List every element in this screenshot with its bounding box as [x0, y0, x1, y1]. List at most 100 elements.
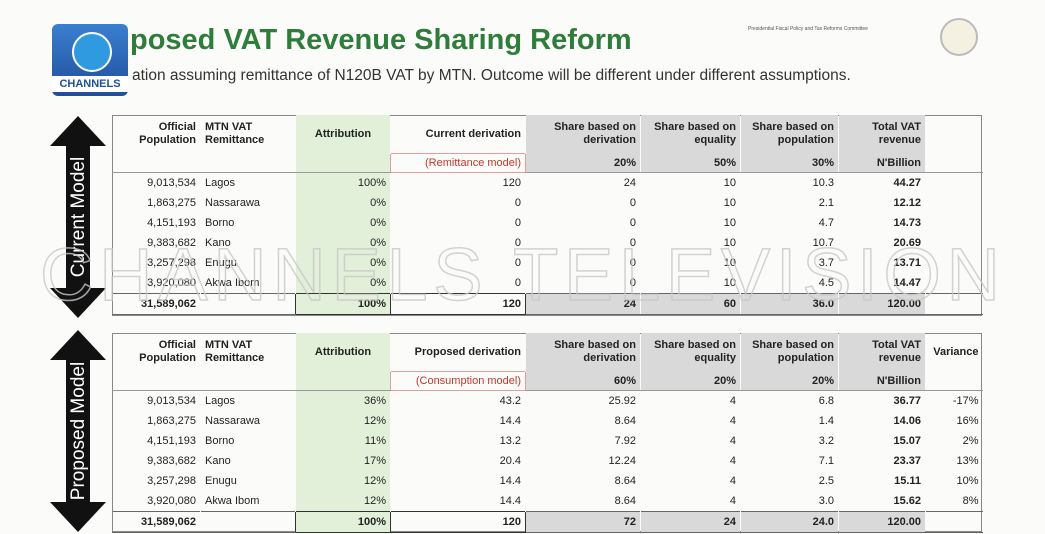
- head-cell: Official Population: [139, 121, 196, 147]
- total-cell: 100%: [295, 511, 391, 533]
- data-cell: 14.06: [893, 415, 921, 427]
- data-row: 3,257,298 Enugu 0% 0 0 10 3.7 13.71: [113, 253, 983, 273]
- data-row: 4,151,193 Borno 11% 13.2 7.92 4 3.2 15.07 2%: [113, 431, 983, 451]
- sub-cell: N'Billion: [838, 153, 926, 173]
- data-cell: Akwa Ibom: [205, 277, 260, 289]
- data-cell: 20.69: [893, 237, 921, 249]
- data-cell: 1.4: [818, 415, 834, 427]
- head-cell: MTN VAT Remittance: [205, 121, 265, 147]
- data-cell: 10: [723, 197, 736, 209]
- data-cell: 0%: [295, 193, 391, 213]
- head-cell: Total VAT revenue: [838, 333, 926, 372]
- committee-name: Presidential Fiscal Policy and Tax Refor…: [748, 26, 868, 32]
- data-cell: 3,257,298: [147, 257, 196, 269]
- data-cell: 11%: [295, 431, 391, 451]
- sub-cell: [925, 371, 983, 391]
- data-cell: Borno: [205, 217, 235, 229]
- data-cell: Nassarawa: [205, 197, 261, 209]
- total-row: 31,589,062 100% 120 24 60 36.0 120.00: [112, 293, 983, 315]
- sub-row: (Consumption model) 60% 20% 20% N'Billion: [112, 371, 983, 391]
- sub-cell: [112, 371, 201, 391]
- data-cell: 10.3: [812, 177, 834, 189]
- data-cell: 14.47: [893, 277, 921, 289]
- data-cell: 17%: [295, 451, 391, 471]
- data-cell: 3,257,298: [147, 475, 196, 487]
- sub-cell: (Remittance model): [390, 153, 526, 173]
- sub-cell: N'Billion: [838, 371, 926, 391]
- total-cell: [200, 511, 296, 533]
- total-cell: 31,589,062: [112, 293, 201, 315]
- data-cell: 3,920,080: [147, 495, 196, 507]
- slide-subtitle: ation assuming remittance of N120B VAT b…: [132, 67, 851, 84]
- data-cell: 8.64: [614, 495, 636, 507]
- total-cell: [200, 293, 296, 315]
- data-row: 1,863,275 Nassarawa 0% 0 0 10 2.1 12.12: [113, 193, 983, 213]
- data-cell: 10: [723, 177, 736, 189]
- data-cell: 3.2: [818, 435, 834, 447]
- sub-cell: [200, 153, 296, 173]
- total-cell: 120: [390, 293, 526, 315]
- data-cell: 44.27: [893, 177, 921, 189]
- head-cell: Share based on equality: [640, 333, 741, 372]
- data-cell: 0%: [295, 213, 391, 233]
- head-cell: Attribution: [295, 115, 391, 154]
- data-cell: 13.2: [499, 435, 521, 447]
- data-cell: 9,013,534: [147, 395, 196, 407]
- data-cell: 4,151,193: [147, 435, 196, 447]
- data-cell: 0: [629, 197, 636, 209]
- head-row: Official Population MTN VAT Remittance Att…: [113, 333, 983, 372]
- data-row: 1,863,275 Nassarawa 12% 14.4 8.64 4 1.4 14.06 16…: [113, 411, 983, 431]
- total-cell: [925, 511, 983, 533]
- total-cell: 120.00: [838, 293, 926, 315]
- data-cell: 0: [514, 237, 521, 249]
- data-row: 3,257,298 Enugu 12% 14.4 8.64 4 2.5 15.11 10%: [113, 471, 983, 491]
- data-cell: 14.4: [499, 475, 521, 487]
- sub-cell: 30%: [740, 153, 839, 173]
- total-cell: 60: [640, 293, 741, 315]
- sub-cell: 20%: [740, 371, 839, 391]
- head-row: Official Population MTN VAT Remittance Att…: [113, 115, 983, 154]
- sub-cell: [295, 153, 391, 173]
- data-cell: 1,863,275: [147, 415, 196, 427]
- data-cell: 13.71: [893, 257, 921, 269]
- data-cell: 24: [623, 177, 636, 189]
- data-cell: Enugu: [205, 257, 237, 269]
- data-cell: 23.37: [893, 455, 921, 467]
- data-cell: 2.5: [818, 475, 834, 487]
- data-cell: 14.4: [499, 495, 521, 507]
- data-cell: 0%: [295, 273, 391, 294]
- sub-cell: [200, 371, 296, 391]
- data-row: 3,920,080 Akwa Ibom 0% 0 0 10 4.5 14.47: [113, 273, 983, 294]
- data-cell: 4: [729, 415, 736, 427]
- data-cell: 25.92: [608, 395, 636, 407]
- channels-logo: CHANNELS: [52, 24, 128, 96]
- data-cell: Borno: [205, 435, 235, 447]
- data-cell: 6.8: [818, 395, 834, 407]
- head-cell: Share based on population: [740, 115, 839, 154]
- data-cell: 7.1: [818, 455, 834, 467]
- data-cell: 12.24: [608, 455, 636, 467]
- data-cell: 0: [514, 277, 521, 289]
- data-cell: -17%: [952, 395, 979, 407]
- side-label: Proposed Model: [68, 362, 89, 500]
- head-cell: MTN VAT Remittance: [205, 339, 265, 365]
- head-cell: Proposed derivation: [414, 345, 521, 358]
- data-cell: 14.4: [499, 415, 521, 427]
- data-cell: 15.11: [894, 475, 921, 487]
- data-cell: 4: [729, 395, 736, 407]
- head-cell: Attribution: [295, 333, 391, 372]
- data-cell: 10: [723, 277, 736, 289]
- data-cell: 10.7: [812, 237, 834, 249]
- slide-title: posed VAT Revenue Sharing Reform: [130, 24, 632, 56]
- sub-cell: [112, 153, 201, 173]
- data-cell: 0: [629, 237, 636, 249]
- data-cell: 36.77: [893, 395, 921, 407]
- arrow: [50, 116, 106, 318]
- data-cell: 7.92: [614, 435, 636, 447]
- coat-of-arms: [940, 18, 978, 56]
- data-cell: 100%: [295, 172, 391, 193]
- data-cell: 0: [514, 217, 521, 229]
- head-cell: [926, 115, 983, 154]
- data-cell: 9,383,682: [147, 455, 196, 467]
- total-cell: 120: [390, 511, 526, 533]
